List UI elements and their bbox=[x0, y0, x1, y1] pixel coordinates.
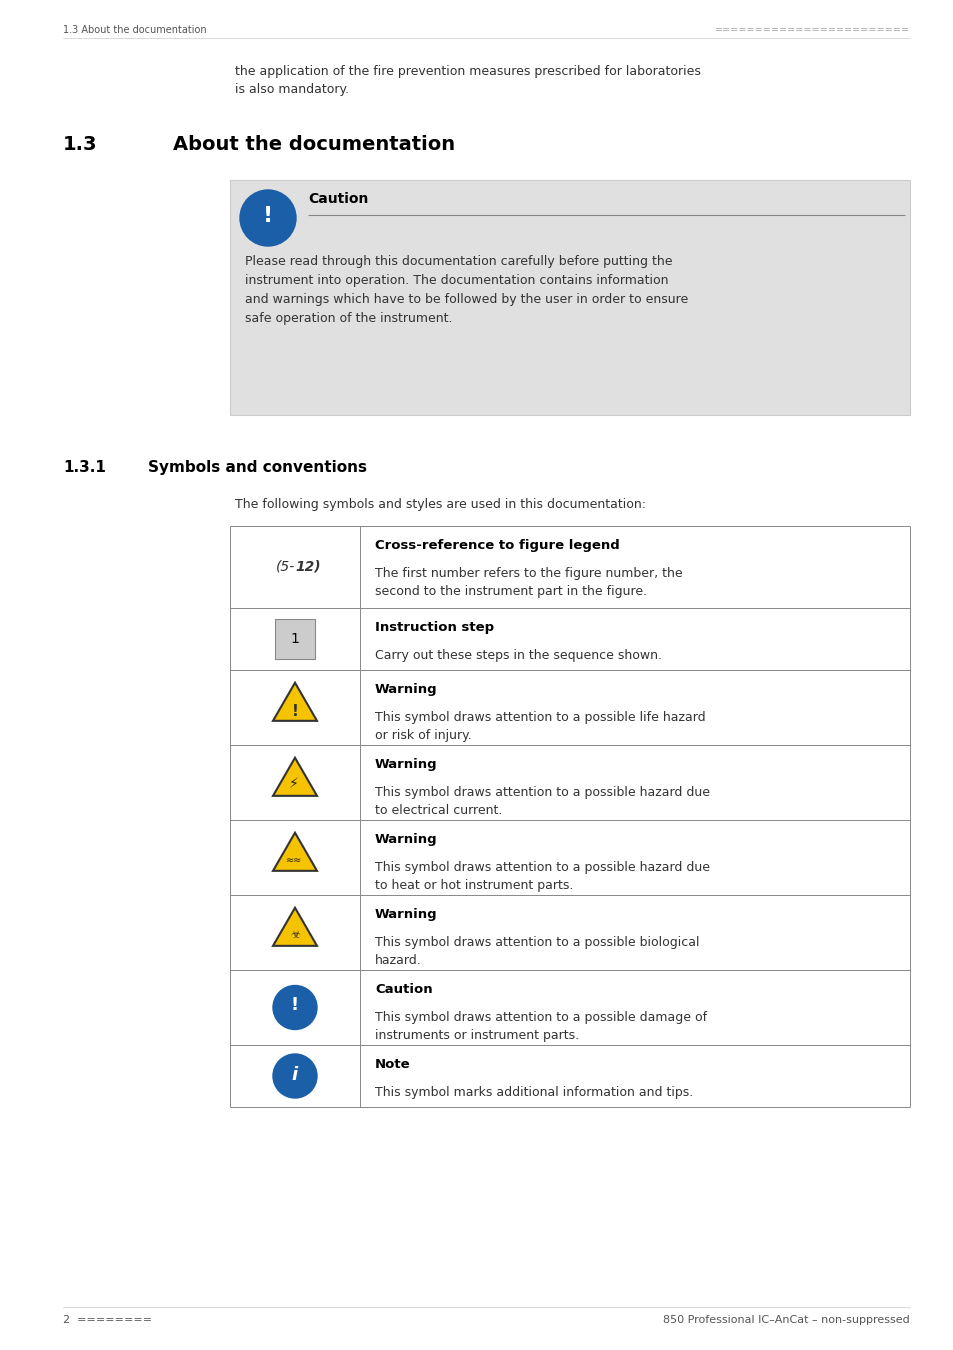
Text: Warning: Warning bbox=[375, 757, 437, 771]
Text: !: ! bbox=[263, 207, 273, 225]
Text: Carry out these steps in the sequence shown.: Carry out these steps in the sequence sh… bbox=[375, 649, 661, 662]
Text: 12): 12) bbox=[294, 560, 320, 574]
Text: ========================: ======================== bbox=[714, 26, 909, 35]
Text: ⚡: ⚡ bbox=[289, 778, 298, 791]
Text: 1.3 About the documentation: 1.3 About the documentation bbox=[63, 26, 207, 35]
Text: 850 Professional IC–AnCat – non-suppressed: 850 Professional IC–AnCat – non-suppress… bbox=[662, 1315, 909, 1324]
Text: This symbol draws attention to a possible biological
hazard.: This symbol draws attention to a possibl… bbox=[375, 936, 699, 967]
Text: i: i bbox=[292, 1066, 297, 1084]
Polygon shape bbox=[273, 757, 316, 796]
FancyBboxPatch shape bbox=[230, 819, 909, 895]
Text: This symbol draws attention to a possible life hazard
or risk of injury.: This symbol draws attention to a possibl… bbox=[375, 711, 705, 743]
FancyBboxPatch shape bbox=[230, 895, 909, 971]
Text: 1: 1 bbox=[291, 632, 299, 647]
Text: This symbol draws attention to a possible hazard due
to heat or hot instrument p: This symbol draws attention to a possibl… bbox=[375, 861, 709, 892]
Text: (5-: (5- bbox=[275, 560, 294, 574]
Text: Instruction step: Instruction step bbox=[375, 621, 494, 634]
Text: Caution: Caution bbox=[375, 983, 432, 996]
Text: 2  ========: 2 ======== bbox=[63, 1315, 152, 1324]
Polygon shape bbox=[273, 683, 316, 721]
Text: About the documentation: About the documentation bbox=[172, 135, 455, 154]
Text: Please read through this documentation carefully before putting the
instrument i: Please read through this documentation c… bbox=[245, 255, 687, 325]
Text: This symbol draws attention to a possible damage of
instruments or instrument pa: This symbol draws attention to a possibl… bbox=[375, 1011, 706, 1042]
Text: Cross-reference to figure legend: Cross-reference to figure legend bbox=[375, 539, 619, 552]
FancyBboxPatch shape bbox=[230, 971, 909, 1045]
Text: The following symbols and styles are used in this documentation:: The following symbols and styles are use… bbox=[234, 498, 645, 512]
Circle shape bbox=[240, 190, 295, 246]
Text: Warning: Warning bbox=[375, 833, 437, 846]
FancyBboxPatch shape bbox=[230, 670, 909, 745]
FancyBboxPatch shape bbox=[230, 608, 909, 670]
Text: 1.3: 1.3 bbox=[63, 135, 97, 154]
Polygon shape bbox=[273, 907, 316, 946]
FancyBboxPatch shape bbox=[230, 180, 909, 414]
FancyBboxPatch shape bbox=[230, 745, 909, 819]
Text: This symbol draws attention to a possible hazard due
to electrical current.: This symbol draws attention to a possibl… bbox=[375, 786, 709, 817]
Text: The first number refers to the figure number, the
second to the instrument part : The first number refers to the figure nu… bbox=[375, 567, 682, 598]
Text: !: ! bbox=[291, 996, 298, 1014]
Text: Caution: Caution bbox=[308, 192, 368, 207]
Circle shape bbox=[273, 1054, 316, 1098]
Text: Warning: Warning bbox=[375, 909, 437, 921]
Polygon shape bbox=[273, 833, 316, 871]
Text: Warning: Warning bbox=[375, 683, 437, 697]
FancyBboxPatch shape bbox=[230, 1045, 909, 1107]
Circle shape bbox=[273, 986, 316, 1030]
Text: Symbols and conventions: Symbols and conventions bbox=[148, 460, 367, 475]
FancyBboxPatch shape bbox=[230, 526, 909, 608]
Text: 1.3.1: 1.3.1 bbox=[63, 460, 106, 475]
Text: the application of the fire prevention measures prescribed for laboratories
is a: the application of the fire prevention m… bbox=[234, 65, 700, 96]
Text: This symbol marks additional information and tips.: This symbol marks additional information… bbox=[375, 1085, 693, 1099]
Text: Note: Note bbox=[375, 1058, 410, 1071]
Text: ≈≈: ≈≈ bbox=[286, 856, 302, 865]
Text: !: ! bbox=[292, 703, 298, 720]
FancyBboxPatch shape bbox=[274, 620, 314, 659]
Text: ☣: ☣ bbox=[290, 930, 299, 941]
